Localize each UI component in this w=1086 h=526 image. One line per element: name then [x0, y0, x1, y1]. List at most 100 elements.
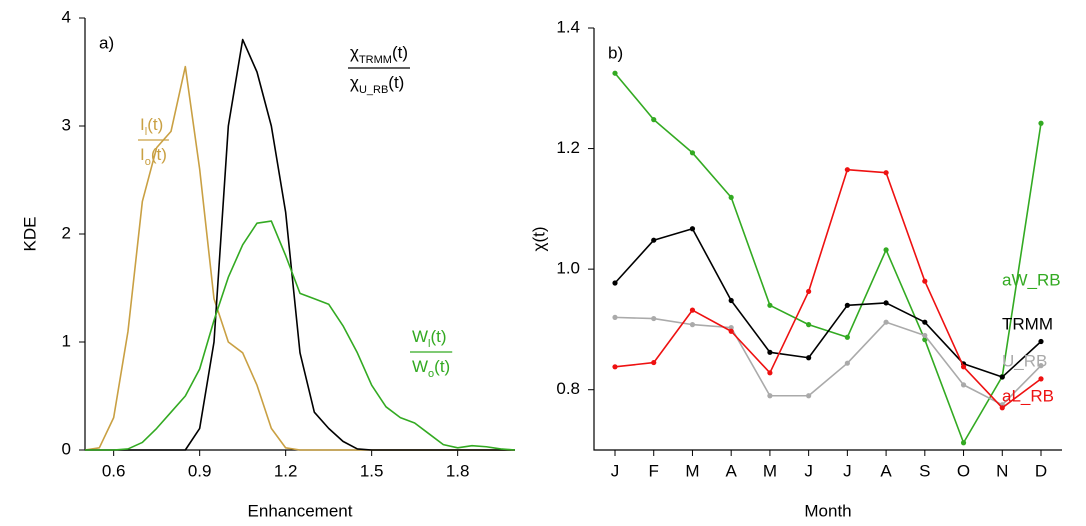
data-point	[883, 170, 889, 176]
data-point	[960, 440, 967, 446]
curve-label-part: TRMM	[359, 54, 392, 66]
y-tick-label: 1.2	[556, 138, 580, 157]
data-point	[689, 226, 696, 232]
data-point	[844, 360, 850, 366]
data-point	[767, 349, 773, 355]
data-point	[612, 70, 618, 76]
x-tick-label: A	[726, 461, 738, 480]
data-point	[922, 278, 928, 284]
curve-label-part: (t)	[388, 73, 404, 92]
x-tick-label: 0.6	[102, 461, 126, 480]
curve-label: χU_RB(t)	[350, 73, 404, 95]
x-tick-label: J	[804, 461, 813, 480]
data-point	[806, 393, 812, 399]
data-point	[689, 307, 696, 313]
data-point	[651, 117, 657, 123]
curve-label-part: I	[140, 115, 145, 134]
legend-label: aW_RB	[1002, 270, 1061, 289]
y-tick-label: 3	[62, 115, 71, 134]
x-tick-label: S	[919, 461, 930, 480]
data-point	[922, 319, 928, 325]
x-tick-label: 1.8	[446, 461, 470, 480]
curve-label-part: χ	[350, 73, 359, 92]
data-point	[806, 355, 812, 361]
data-point	[1038, 363, 1044, 369]
y-tick-label: 0	[62, 439, 71, 458]
data-point	[806, 288, 812, 295]
curve-label-part: I	[140, 145, 145, 164]
curve-label: Io(t)	[140, 145, 167, 167]
data-point	[651, 315, 657, 322]
curve-label: Wo(t)	[412, 357, 450, 379]
data-point	[612, 364, 618, 370]
x-tick-label: J	[611, 461, 620, 480]
panel-label: b)	[608, 43, 623, 62]
x-tick-label: D	[1035, 461, 1047, 480]
data-point	[767, 393, 773, 399]
x-tick-label: A	[880, 461, 892, 480]
data-point	[1038, 120, 1044, 126]
data-point	[651, 359, 657, 366]
x-tick-label: 1.5	[360, 461, 384, 480]
x-tick-label: M	[685, 461, 699, 480]
y-axis-label: χ(t)	[529, 227, 548, 252]
x-tick-label: O	[957, 461, 970, 480]
x-tick-label: J	[843, 461, 852, 480]
curve-label-part: W	[412, 327, 428, 346]
data-point	[844, 334, 850, 340]
series-line	[614, 316, 1042, 406]
data-point	[689, 322, 696, 328]
curve-label-part: (t)	[392, 43, 408, 62]
curve-label-part: (t)	[147, 115, 163, 134]
data-point	[883, 247, 889, 253]
curve-label: Wl(t)	[412, 327, 447, 349]
data-point	[844, 302, 850, 308]
curve-label-part: U_RB	[359, 84, 388, 96]
legend-label: aL_RB	[1002, 386, 1054, 405]
series-line	[614, 227, 1042, 378]
data-point	[612, 280, 618, 286]
data-point	[844, 167, 850, 173]
data-point	[883, 319, 889, 325]
panel-label: a)	[99, 33, 114, 52]
y-axis-label: KDE	[20, 217, 39, 252]
legend-label: TRMM	[1002, 314, 1053, 333]
curve-label: Il(t)	[140, 115, 163, 137]
y-tick-label: 1.0	[556, 259, 580, 278]
y-tick-label: 1.4	[556, 17, 580, 36]
data-point	[728, 194, 734, 201]
curve-label-part: W	[412, 357, 428, 376]
x-axis-label: Enhancement	[248, 501, 353, 520]
x-tick-label: 0.9	[188, 461, 212, 480]
data-point	[728, 325, 734, 331]
data-point	[1038, 338, 1044, 345]
x-axis-label: Month	[804, 501, 851, 520]
data-point	[767, 302, 773, 308]
data-point	[728, 328, 734, 334]
curve-label-part: o	[428, 368, 434, 380]
curve-label: χTRMM(t)	[350, 43, 408, 65]
x-tick-label: N	[996, 461, 1008, 480]
x-tick-label: M	[763, 461, 777, 480]
curve-label-part: χ	[350, 43, 359, 62]
curve-label-part: l	[428, 338, 430, 350]
curve-label-part: o	[145, 156, 151, 168]
axis-line	[593, 28, 1062, 451]
data-point	[999, 405, 1005, 411]
x-tick-label: F	[649, 461, 659, 480]
data-point	[999, 374, 1005, 380]
y-tick-label: 2	[62, 223, 71, 242]
y-tick-label: 0.8	[556, 379, 580, 398]
data-point	[960, 382, 967, 388]
x-tick-label: 1.2	[274, 461, 298, 480]
data-point	[689, 150, 696, 156]
curve-label-part: l	[145, 126, 147, 138]
data-point	[922, 332, 928, 339]
curve-label-part: (t)	[434, 357, 450, 376]
legend-label: U_RB	[1002, 351, 1047, 370]
curve-label-part: (t)	[151, 145, 167, 164]
data-point	[651, 237, 657, 243]
data-point	[883, 300, 889, 306]
y-tick-label: 1	[62, 331, 71, 350]
